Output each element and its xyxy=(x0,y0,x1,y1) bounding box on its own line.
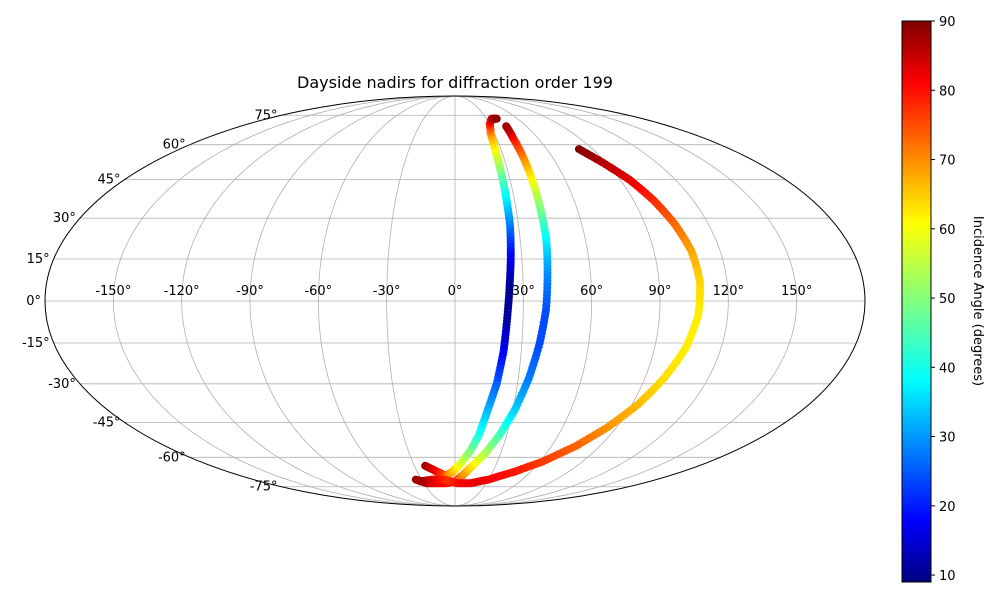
nadir-point xyxy=(416,477,425,486)
longitude-tick-label: -30° xyxy=(373,284,401,299)
colorbar-tick-label: 80 xyxy=(939,84,956,99)
latitude-tick-label: -60° xyxy=(158,450,186,465)
colorbar-ticks: 90 80 70 60 50 40 30 20 10 xyxy=(931,15,956,584)
longitude-tick-label: 60° xyxy=(580,284,603,299)
colorbar-tick-label: 10 xyxy=(939,569,956,584)
nadir-point xyxy=(502,122,511,131)
latitude-tick-label: -15° xyxy=(22,336,50,351)
colorbar-tick-label: 30 xyxy=(939,431,956,446)
chart-title: Dayside nadirs for diffraction order 199 xyxy=(297,73,613,92)
nadir-point xyxy=(492,114,501,123)
latitude-tick-label: 60° xyxy=(163,138,186,153)
longitude-tick-label: -150° xyxy=(95,284,131,299)
longitude-tick-label: -120° xyxy=(164,284,200,299)
latitude-tick-label: 75° xyxy=(254,108,277,123)
latitude-tick-label: -30° xyxy=(48,377,76,392)
longitude-tick-label: 90° xyxy=(648,284,671,299)
longitude-tick-label: 0° xyxy=(448,284,463,299)
colorbar-tick-label: 50 xyxy=(939,292,956,307)
longitude-tick-label: 150° xyxy=(781,284,812,299)
latitude-tick-label: 30° xyxy=(53,211,76,226)
latitude-tick-label: 15° xyxy=(27,252,50,267)
longitude-tick-label: 120° xyxy=(713,284,744,299)
colorbar-tick-label: 60 xyxy=(939,223,956,238)
colorbar-tick-label: 70 xyxy=(939,154,956,169)
colorbar-tick-label: 20 xyxy=(939,500,956,515)
latitude-tick-label: 0° xyxy=(26,294,41,309)
data-points xyxy=(411,114,705,488)
latitude-tick-label: -75° xyxy=(250,480,278,495)
graticule xyxy=(45,96,865,506)
map-boundary xyxy=(44,95,866,507)
colorbar-tick-label: 90 xyxy=(939,15,956,30)
colorbar-gradient xyxy=(901,20,932,583)
longitude-tick-labels: -150° -120° -90° -60° -30° 0° 30° 60° 90° 120° 150… xyxy=(95,284,812,299)
latitude-tick-labels: 75° 60° 45° 30° 15° 0° -15° -30° -45° -60° -75° xyxy=(22,108,278,494)
longitude-tick-label: -60° xyxy=(304,284,332,299)
latitude-tick-label: 45° xyxy=(98,173,121,188)
colorbar: 90 80 70 60 50 40 30 20 10 Incidence Angle (degr… xyxy=(901,15,985,584)
longitude-tick-label: 30° xyxy=(512,284,535,299)
colorbar-label: Incidence Angle (degrees) xyxy=(970,216,985,386)
colorbar-tick-label: 40 xyxy=(939,361,956,376)
latitude-tick-label: -45° xyxy=(93,415,121,430)
longitude-tick-label: -90° xyxy=(236,284,264,299)
